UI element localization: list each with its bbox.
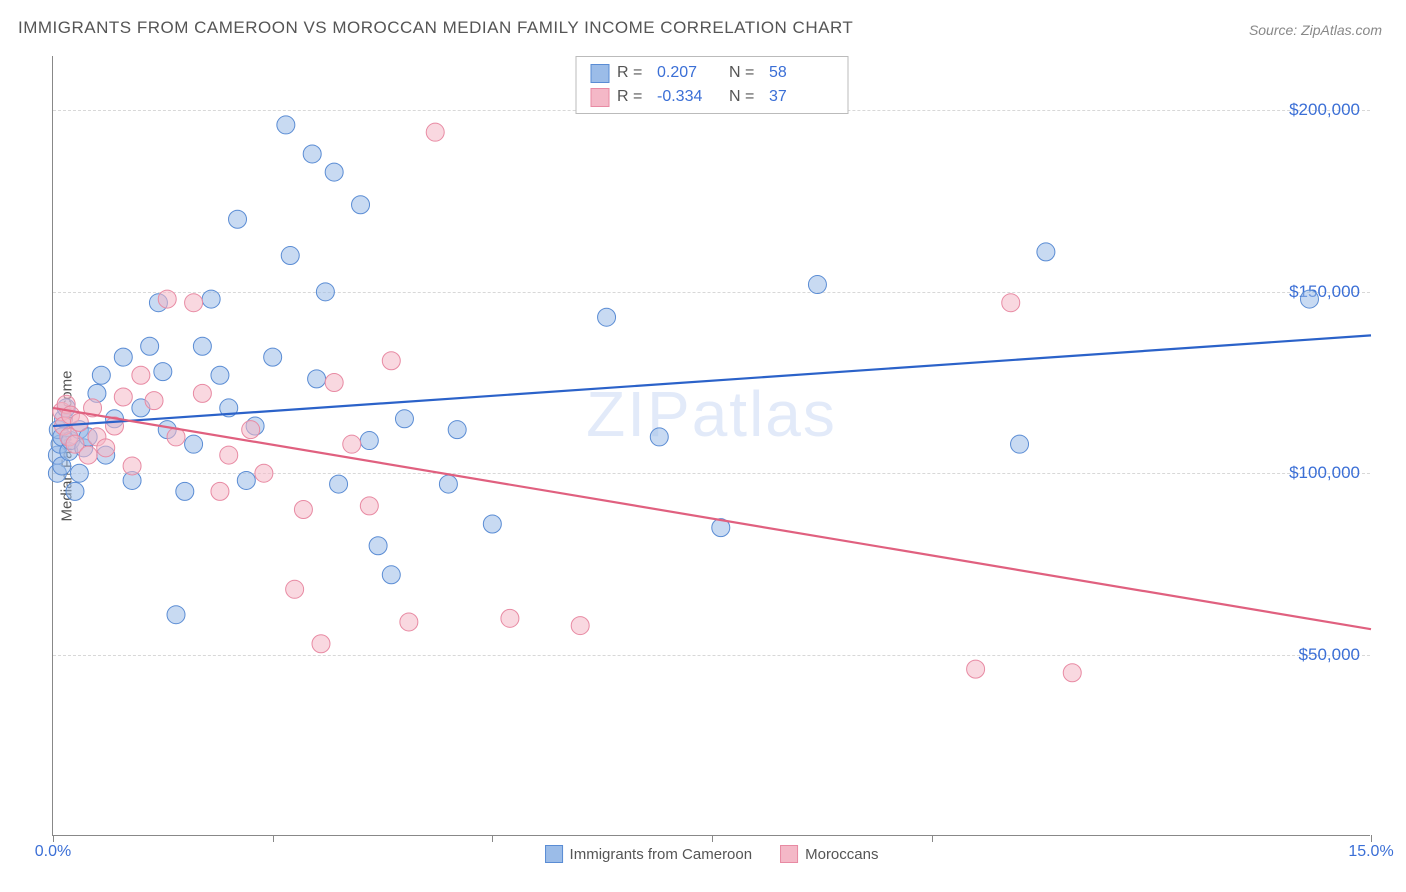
- scatter-point: [286, 580, 304, 598]
- scatter-point: [281, 247, 299, 265]
- scatter-point: [123, 457, 141, 475]
- scatter-point: [114, 388, 132, 406]
- swatch-series-2-icon: [780, 845, 798, 863]
- scatter-point: [448, 421, 466, 439]
- scatter-point: [211, 366, 229, 384]
- scatter-point: [650, 428, 668, 446]
- scatter-point: [571, 617, 589, 635]
- scatter-point: [352, 196, 370, 214]
- x-tick: [273, 835, 274, 842]
- scatter-point: [395, 410, 413, 428]
- scatter-point: [967, 660, 985, 678]
- scatter-point: [211, 482, 229, 500]
- scatter-point: [193, 384, 211, 402]
- x-tick: [712, 835, 713, 842]
- scatter-point: [808, 276, 826, 294]
- scatter-point: [220, 446, 238, 464]
- scatter-point: [369, 537, 387, 555]
- scatter-point: [66, 482, 84, 500]
- r-value-1: 0.207: [657, 61, 721, 85]
- n-value-2: 37: [769, 85, 833, 109]
- swatch-series-2-icon: [590, 88, 609, 107]
- plot-area: Median Family Income ZIPatlas $50,000$10…: [52, 56, 1370, 836]
- n-value-1: 58: [769, 61, 833, 85]
- scatter-point: [158, 290, 176, 308]
- scatter-point: [193, 337, 211, 355]
- r-value-2: -0.334: [657, 85, 721, 109]
- scatter-point: [360, 497, 378, 515]
- scatter-point: [264, 348, 282, 366]
- n-label: N =: [729, 61, 761, 85]
- scatter-point: [439, 475, 457, 493]
- scatter-point: [343, 435, 361, 453]
- swatch-series-1-icon: [545, 845, 563, 863]
- scatter-point: [255, 464, 273, 482]
- scatter-point: [1037, 243, 1055, 261]
- scatter-point: [1300, 290, 1318, 308]
- scatter-point: [176, 482, 194, 500]
- x-tick: [932, 835, 933, 842]
- scatter-point: [277, 116, 295, 134]
- scatter-point: [382, 566, 400, 584]
- scatter-point: [202, 290, 220, 308]
- scatter-point: [294, 500, 312, 518]
- legend-item-1: Immigrants from Cameroon: [545, 845, 753, 863]
- bottom-legend: Immigrants from Cameroon Moroccans: [545, 845, 879, 863]
- scatter-point: [325, 374, 343, 392]
- legend-item-2: Moroccans: [780, 845, 878, 863]
- chart-container: IMMIGRANTS FROM CAMEROON VS MOROCCAN MED…: [0, 0, 1406, 892]
- scatter-point: [70, 464, 88, 482]
- scatter-point: [79, 446, 97, 464]
- scatter-point: [141, 337, 159, 355]
- scatter-point: [360, 432, 378, 450]
- scatter-point: [501, 609, 519, 627]
- legend-label-2: Moroccans: [805, 846, 878, 863]
- scatter-point: [167, 606, 185, 624]
- scatter-point: [132, 366, 150, 384]
- scatter-point: [382, 352, 400, 370]
- scatter-point: [70, 413, 88, 431]
- x-tick: [492, 835, 493, 842]
- scatter-point: [325, 163, 343, 181]
- scatter-point: [400, 613, 418, 631]
- source-attribution: Source: ZipAtlas.com: [1249, 22, 1382, 38]
- x-tick-label: 15.0%: [1348, 843, 1393, 861]
- x-tick: [1371, 835, 1372, 842]
- scatter-point: [483, 515, 501, 533]
- scatter-point: [237, 471, 255, 489]
- trend-line: [53, 335, 1371, 426]
- scatter-point: [185, 435, 203, 453]
- r-label: R =: [617, 61, 649, 85]
- x-tick-label: 0.0%: [35, 843, 71, 861]
- chart-title: IMMIGRANTS FROM CAMEROON VS MOROCCAN MED…: [18, 18, 853, 38]
- x-tick: [53, 835, 54, 842]
- scatter-point: [229, 210, 247, 228]
- scatter-point: [185, 294, 203, 312]
- scatter-point: [92, 366, 110, 384]
- scatter-point: [97, 439, 115, 457]
- r-label: R =: [617, 85, 649, 109]
- stats-legend: R = 0.207 N = 58 R = -0.334 N = 37: [575, 56, 848, 114]
- scatter-point: [330, 475, 348, 493]
- stats-row-series-2: R = -0.334 N = 37: [590, 85, 833, 109]
- n-label: N =: [729, 85, 761, 109]
- scatter-point: [303, 145, 321, 163]
- scatter-point: [242, 421, 260, 439]
- stats-row-series-1: R = 0.207 N = 58: [590, 61, 833, 85]
- scatter-point: [308, 370, 326, 388]
- scatter-point: [1011, 435, 1029, 453]
- scatter-point: [1063, 664, 1081, 682]
- scatter-point: [598, 308, 616, 326]
- scatter-point: [114, 348, 132, 366]
- swatch-series-1-icon: [590, 64, 609, 83]
- legend-label-1: Immigrants from Cameroon: [570, 846, 753, 863]
- scatter-point: [145, 392, 163, 410]
- trend-line: [53, 408, 1371, 629]
- scatter-point: [1002, 294, 1020, 312]
- scatter-svg: [53, 56, 1370, 835]
- scatter-point: [154, 363, 172, 381]
- scatter-point: [426, 123, 444, 141]
- scatter-point: [312, 635, 330, 653]
- scatter-point: [316, 283, 334, 301]
